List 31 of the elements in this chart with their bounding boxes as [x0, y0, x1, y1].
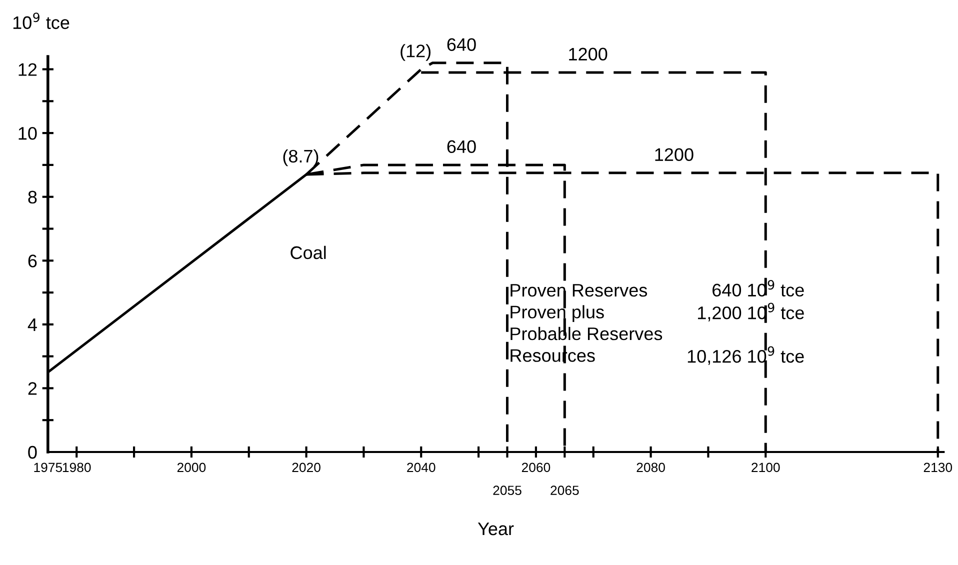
annotation: 2065: [550, 486, 579, 496]
x-tick-label: 2040: [407, 462, 436, 472]
annotation: 640: [447, 140, 476, 154]
y-tick-label: 2: [28, 382, 37, 395]
y-tick-label: 10: [18, 126, 37, 140]
x-tick-label: 2100: [752, 462, 780, 472]
y-axis-title: 10$^{9}$ tce: [13, 12, 70, 30]
annotation: Proven Reserves: [510, 284, 648, 297]
x-tick-label: 2060: [522, 462, 550, 472]
annotation: 10,126 10$^{9}$ tce: [688, 346, 804, 365]
x-tick-label: 2130: [924, 462, 952, 472]
annotation: (12): [400, 44, 430, 61]
y-tick-label: 0: [28, 446, 37, 459]
x-tick-label: 2000: [177, 462, 206, 472]
annotation: Coal: [290, 246, 326, 260]
x-tick-label: 2020: [292, 462, 320, 472]
annotation: Proven plus: [510, 305, 604, 322]
y-tick-label: 6: [28, 254, 37, 268]
annotation: (8.7): [283, 149, 318, 166]
x-axis-title: Year: [478, 522, 514, 536]
annotation: 1200: [655, 148, 694, 162]
x-tick-label: 1980: [62, 462, 91, 472]
x-tick-label: 2080: [636, 462, 665, 472]
y-tick-label: 8: [28, 190, 37, 204]
x-tick-label: 1975: [34, 462, 62, 472]
annotation: Probable Reserves: [510, 326, 662, 340]
annotation: 640: [447, 38, 476, 51]
y-tick-label: 12: [18, 63, 37, 76]
annotation: 2055: [493, 486, 522, 496]
annotation: 1200: [569, 48, 608, 61]
y-tick-label: 4: [28, 318, 37, 331]
